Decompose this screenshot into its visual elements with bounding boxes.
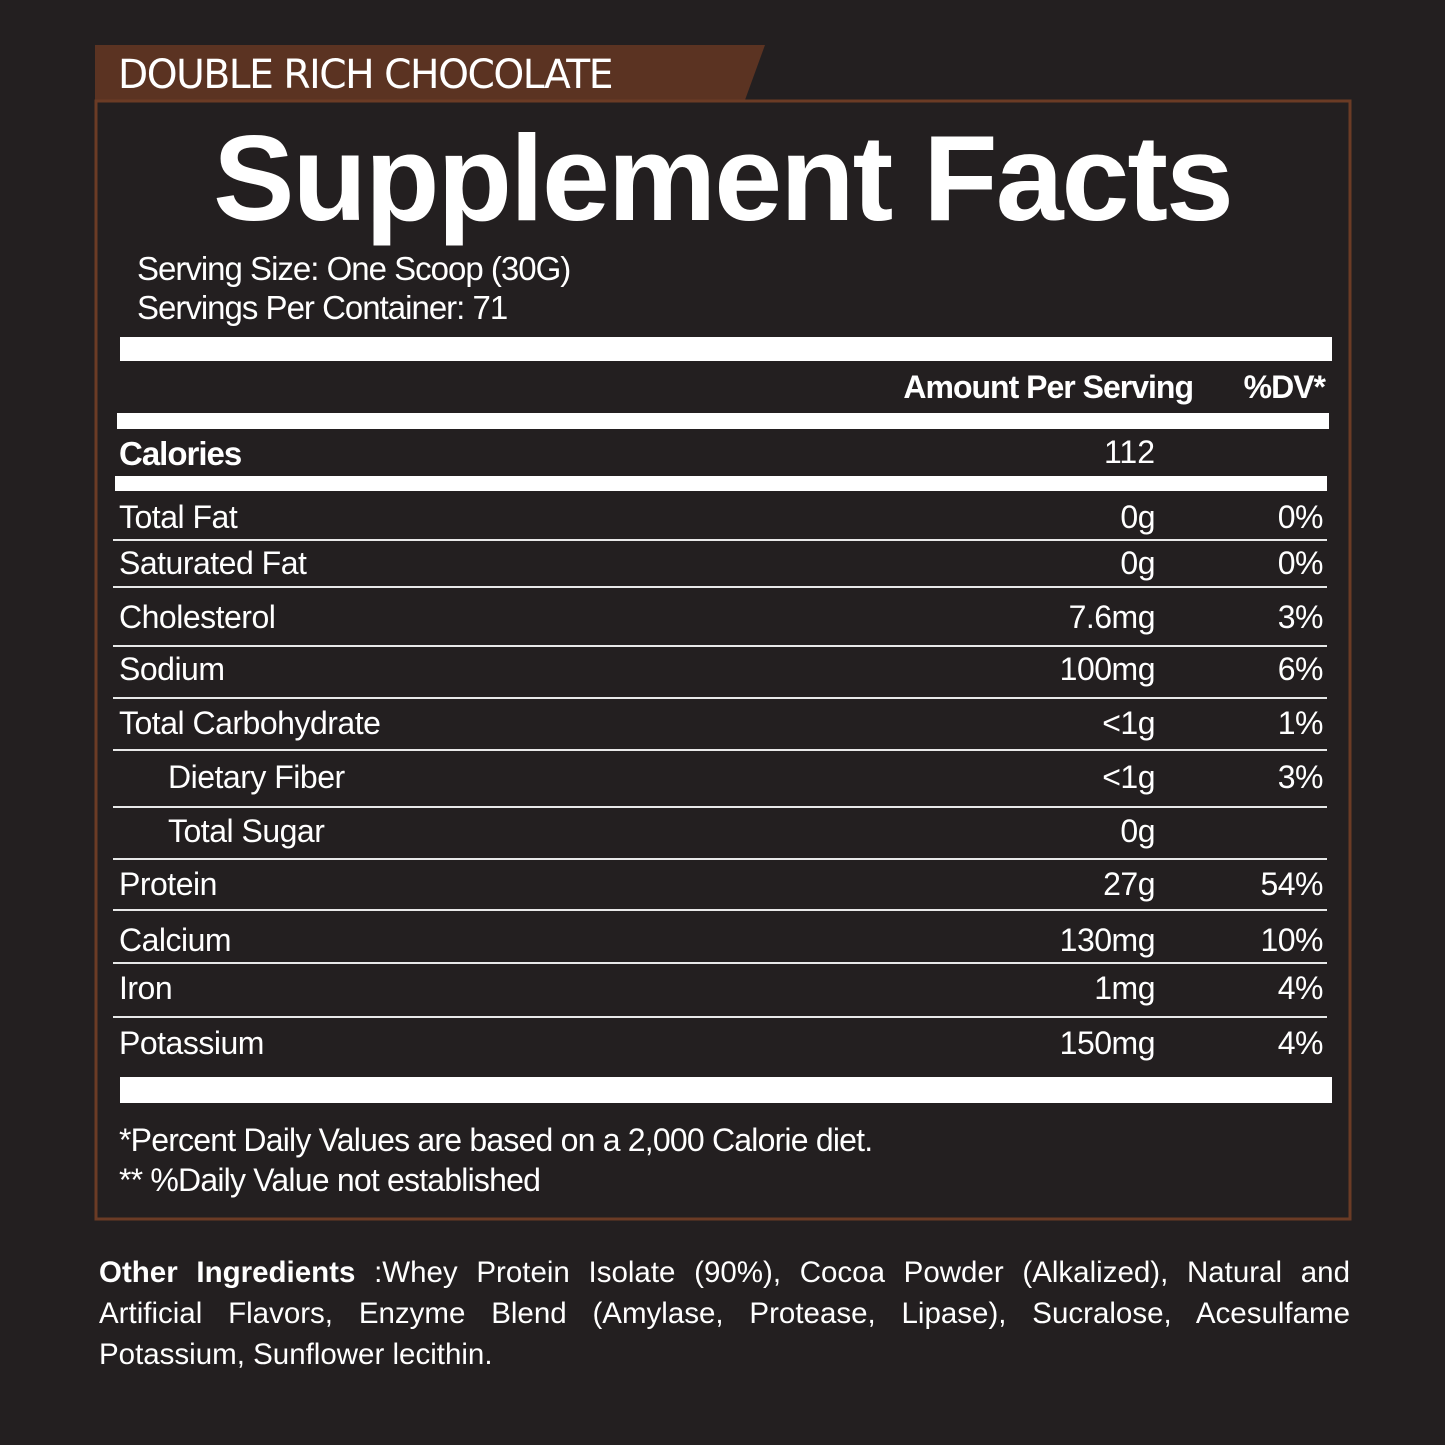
- facts-border: [94, 99, 1352, 1221]
- row-divider: [113, 909, 1327, 911]
- nutrient-dv: 4%: [1277, 970, 1324, 1006]
- flavor: DOUBLE RICH CHOCOLATE: [118, 52, 614, 98]
- nutrient-name: Potassium: [119, 1025, 264, 1061]
- nutrient-name: Sodium: [119, 651, 225, 687]
- row-divider: [113, 1016, 1327, 1018]
- row-divider: [113, 586, 1327, 588]
- row-divider: [113, 539, 1327, 541]
- nutrient-amount: 0g: [1120, 499, 1155, 535]
- nutrient-name: Total Sugar: [168, 813, 325, 849]
- thick-bar: [120, 337, 1332, 361]
- flavor-tab: [95, 45, 765, 100]
- nutrient-dv: 0%: [1277, 499, 1324, 535]
- nutrient-name: Iron: [119, 970, 173, 1006]
- nutrient-dv: 0%: [1277, 545, 1324, 581]
- amount-header: Amount Per Serving: [903, 369, 1194, 405]
- other-ingredients: Other Ingredients :Whey Protein Isolate …: [99, 1252, 1350, 1375]
- footnote: *Percent Daily Values are based on a 2,0…: [119, 1122, 873, 1158]
- nutrient-name: Calcium: [119, 922, 232, 958]
- nutrient-amount: <1g: [1102, 705, 1155, 741]
- ingredients-text: :Whey Protein Isolate (90%), Cocoa Powde…: [99, 1256, 1350, 1371]
- row-divider: [113, 697, 1327, 699]
- row-divider: [113, 806, 1327, 808]
- nutrient-name: Total Carbohydrate: [119, 705, 381, 741]
- thick-bar: [115, 476, 1327, 491]
- nutrient-amount: <1g: [1102, 759, 1155, 795]
- serving-size: Serving Size: One Scoop (30G): [137, 250, 571, 287]
- nutrient-dv: 6%: [1277, 651, 1324, 687]
- nutrient-amount: 0g: [1120, 545, 1155, 581]
- title: Supplement Facts: [213, 110, 1234, 246]
- nutrient-dv: 10%: [1260, 922, 1323, 958]
- nutrient-name: Total Fat: [119, 499, 238, 535]
- nutrient-dv: 3%: [1277, 759, 1324, 795]
- nutrient-amount: 0g: [1120, 813, 1155, 849]
- dv-header: %DV*: [1243, 369, 1326, 405]
- nutrient-amount: 7.6mg: [1068, 599, 1156, 635]
- nutrient-amount: 130mg: [1059, 922, 1156, 958]
- row-divider: [113, 749, 1327, 751]
- nutrient-amount: 27g: [1103, 866, 1155, 902]
- calories-label: Calories: [119, 435, 242, 472]
- nutrient-amount: 150mg: [1059, 1025, 1156, 1061]
- nutrient-dv: 4%: [1277, 1025, 1324, 1061]
- nutrient-name: Protein: [119, 866, 217, 902]
- row-divider: [113, 645, 1327, 647]
- nutrient-name: Cholesterol: [119, 599, 276, 635]
- servings-per-container: Servings Per Container: 71: [137, 289, 508, 326]
- nutrient-amount: 1mg: [1094, 970, 1155, 1006]
- nutrient-name: Dietary Fiber: [168, 759, 345, 795]
- ingredients-label: Other Ingredients: [99, 1256, 375, 1289]
- nutrient-dv: 1%: [1277, 705, 1324, 741]
- row-divider: [113, 858, 1327, 860]
- thick-bar: [120, 1077, 1332, 1103]
- nutrient-name: Saturated Fat: [119, 545, 307, 581]
- footnote: ** %Daily Value not established: [119, 1162, 541, 1198]
- nutrient-dv: 3%: [1277, 599, 1324, 635]
- calories-amount: 112: [1103, 434, 1155, 470]
- nutrient-dv: 54%: [1260, 866, 1323, 902]
- nutrient-amount: 100mg: [1059, 651, 1156, 687]
- thick-bar: [117, 413, 1329, 429]
- row-divider: [113, 962, 1327, 964]
